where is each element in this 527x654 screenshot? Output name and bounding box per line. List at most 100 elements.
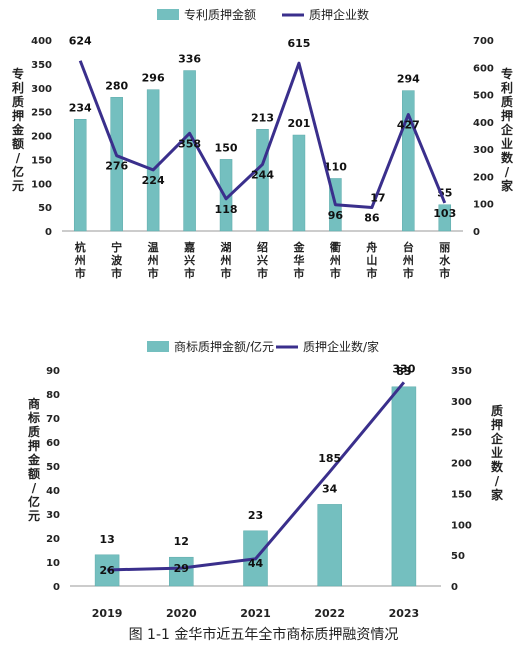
bar-value-label: 296 [142, 72, 165, 85]
y-right-tick-label: 350 [451, 366, 472, 377]
y-left-tick-label: 10 [46, 558, 60, 569]
y-left-tick-label: 300 [31, 84, 52, 95]
legend-line-label: 质押企业数/家 [303, 339, 379, 354]
bar [292, 134, 306, 232]
y-right-tick-label: 250 [451, 428, 472, 439]
x-category-label: 湖州市 [220, 240, 232, 280]
bar-value-label: 83 [396, 365, 411, 378]
bar [183, 70, 196, 232]
legend-bar-label: 专利质押金额 [184, 7, 256, 22]
x-category-label: 宁波市 [111, 240, 123, 280]
y-left-tick-label: 90 [46, 366, 60, 377]
bar [169, 556, 194, 587]
line-value-label: 44 [248, 557, 264, 570]
y-left-tick-label: 200 [31, 132, 52, 143]
x-category-label: 温州市 [147, 240, 159, 280]
patent-pledge-chart: 专利质押金额 质押企业数 0 50 100 150 200 250 300 350 400 0 100 2… [11, 7, 514, 280]
legend-line-label: 质押企业数 [309, 7, 369, 22]
y-right-tick-label: 100 [473, 200, 494, 211]
y-right-tick-label: 500 [473, 91, 494, 102]
bar [146, 89, 160, 232]
y-right-tick-label: 0 [473, 227, 480, 238]
y-right-axis-title: 专利质押企业数/家 [500, 66, 514, 193]
x-category-label: 丽水市 [439, 241, 451, 280]
line-value-label: 96 [328, 209, 344, 222]
y-left-tick-label: 0 [53, 582, 60, 593]
y-left-tick-label: 50 [38, 203, 52, 214]
x-category-label: 绍兴市 [257, 240, 268, 280]
bar [438, 204, 452, 232]
line-value-label: 276 [105, 160, 128, 173]
line-value-label: 624 [69, 35, 92, 48]
y-left-tick-label: 40 [46, 486, 60, 497]
bar-value-label: 110 [324, 160, 347, 173]
y-left-axis-title: 专利质押金额/亿元 [11, 66, 25, 193]
line-value-label: 330 [392, 362, 415, 375]
y-right-tick-label: 700 [473, 36, 494, 47]
y-right-tick-label: 100 [451, 520, 472, 531]
bar-value-label: 201 [287, 117, 310, 130]
y-right-tick-label: 200 [473, 172, 494, 183]
trademark-pledge-chart: 商标质押金额/亿元 质押企业数/家010203040506070809005010… [27, 339, 504, 620]
line-value-label: 224 [142, 174, 165, 187]
x-category-label: 金华市 [292, 240, 305, 280]
line-value-label: 26 [99, 564, 115, 577]
line-value-label: 103 [433, 207, 456, 220]
y-left-axis-title: 商标质押金额/亿元 [27, 396, 41, 523]
bar [110, 97, 123, 232]
x-category-label: 嘉兴市 [183, 240, 195, 280]
y-right-axis-title: 质押企业数/家 [490, 403, 504, 502]
bar-value-label: 12 [174, 535, 189, 548]
bar-value-label: 213 [251, 111, 274, 124]
bar [73, 119, 87, 232]
y-right-tick-label: 600 [473, 63, 494, 74]
y-left-tick-label: 150 [31, 155, 52, 166]
line-value-label: 86 [364, 212, 380, 225]
bar-value-label: 294 [397, 73, 420, 86]
y-left-tick-label: 350 [31, 60, 52, 71]
x-category-label: 台州市 [402, 240, 414, 280]
y-right-tick-label: 150 [451, 489, 472, 500]
x-category-label: 杭州市 [74, 240, 86, 280]
y-left-tick-label: 50 [46, 462, 60, 473]
bar-value-label: 336 [178, 53, 201, 66]
line-value-label: 185 [318, 452, 341, 465]
legend-bar-swatch [157, 9, 179, 20]
line-value-label: 29 [174, 562, 189, 575]
bar [402, 90, 415, 232]
figure-caption: 图 1-1 金华市近五年全市商标质押融资情况 [128, 627, 399, 643]
y-left-tick-label: 20 [46, 534, 60, 545]
legend-bar-swatch [147, 341, 169, 352]
bar [391, 386, 417, 587]
bar-value-label: 280 [105, 79, 128, 92]
y-right-tick-label: 400 [473, 118, 494, 129]
x-category-label: 衢州市 [329, 240, 341, 280]
line-value-label: 358 [178, 137, 201, 150]
line-value-label: 244 [251, 168, 274, 181]
y-right-tick-label: 50 [451, 551, 465, 562]
y-left-tick-label: 250 [31, 108, 52, 119]
x-category-label: 2022 [314, 607, 345, 620]
y-right-tick-label: 0 [451, 582, 458, 593]
y-right-tick-label: 200 [451, 459, 472, 470]
y-left-tick-label: 60 [46, 438, 60, 449]
bar-value-label: 150 [215, 141, 238, 154]
x-category-label: 2023 [389, 607, 420, 620]
bar-value-label: 234 [69, 101, 92, 114]
series-line [107, 381, 406, 572]
x-category-label: 2021 [240, 607, 271, 620]
x-category-label: 2020 [166, 607, 197, 620]
y-left-tick-label: 100 [31, 179, 52, 190]
y-right-tick-label: 300 [473, 145, 494, 156]
y-left-tick-label: 30 [46, 510, 60, 521]
line-value-label: 615 [287, 37, 310, 50]
y-left-tick-label: 400 [31, 36, 52, 47]
bar-value-label: 13 [99, 533, 114, 546]
series-line [78, 60, 447, 210]
x-category-label: 舟山市 [366, 240, 377, 280]
line-value-label: 427 [397, 118, 420, 131]
x-category-label: 2019 [92, 607, 123, 620]
line-value-label: 118 [215, 203, 238, 216]
bar-value-label: 34 [322, 482, 338, 495]
